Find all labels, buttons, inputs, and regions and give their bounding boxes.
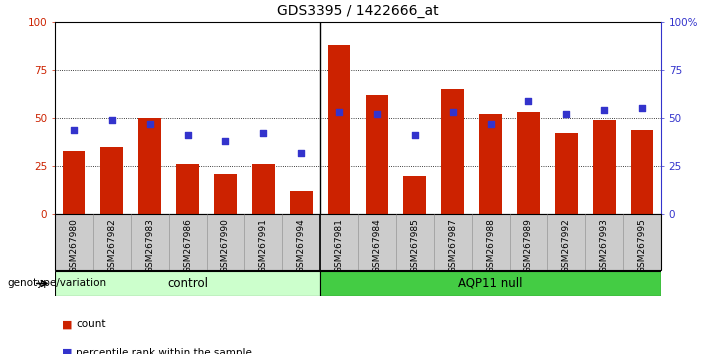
Text: AQP11 null: AQP11 null (458, 277, 523, 290)
Text: ■: ■ (62, 348, 72, 354)
Bar (290, 191, 313, 214)
Bar (555, 133, 578, 214)
Text: GSM267992: GSM267992 (562, 218, 571, 273)
Text: GSM267995: GSM267995 (638, 218, 646, 273)
Bar (517, 112, 540, 214)
Bar (327, 45, 350, 214)
Point (258, 131, 269, 136)
Text: GSM267983: GSM267983 (145, 218, 154, 273)
Text: count: count (76, 319, 106, 329)
Point (334, 109, 345, 115)
Text: GSM267982: GSM267982 (107, 218, 116, 273)
Text: GSM267987: GSM267987 (448, 218, 457, 273)
Text: genotype/variation: genotype/variation (7, 279, 106, 289)
Bar (404, 176, 426, 214)
Text: ■: ■ (62, 319, 72, 329)
Point (296, 150, 307, 155)
Point (220, 138, 231, 144)
Point (107, 117, 118, 123)
Bar (214, 174, 237, 214)
Bar (55, 271, 320, 296)
Bar (479, 114, 502, 214)
Bar (252, 164, 275, 214)
Point (144, 121, 156, 127)
Text: GSM267989: GSM267989 (524, 218, 533, 273)
Text: percentile rank within the sample: percentile rank within the sample (76, 348, 252, 354)
Point (523, 98, 534, 104)
Point (599, 108, 610, 113)
Text: GSM267991: GSM267991 (259, 218, 268, 273)
Point (182, 132, 193, 138)
Point (561, 111, 572, 117)
Bar (320, 271, 661, 296)
Bar (62, 151, 86, 214)
Point (372, 111, 383, 117)
Bar (593, 120, 615, 214)
Text: GSM267986: GSM267986 (183, 218, 192, 273)
Text: GSM267984: GSM267984 (372, 218, 381, 273)
Point (637, 105, 648, 111)
Text: GSM267990: GSM267990 (221, 218, 230, 273)
Bar (631, 130, 653, 214)
Bar (442, 89, 464, 214)
Bar (100, 147, 123, 214)
Text: GSM267981: GSM267981 (334, 218, 343, 273)
Text: GSM267988: GSM267988 (486, 218, 495, 273)
Text: GSM267985: GSM267985 (410, 218, 419, 273)
Text: GSM267993: GSM267993 (599, 218, 608, 273)
Text: GSM267980: GSM267980 (69, 218, 79, 273)
Bar (138, 118, 161, 214)
Bar (176, 164, 199, 214)
Text: GSM267994: GSM267994 (297, 218, 306, 273)
Bar (366, 95, 388, 214)
Point (68, 127, 79, 132)
Text: GDS3395 / 1422666_at: GDS3395 / 1422666_at (277, 5, 439, 18)
Point (409, 132, 421, 138)
Text: control: control (167, 277, 208, 290)
Point (485, 121, 496, 127)
Point (447, 109, 458, 115)
